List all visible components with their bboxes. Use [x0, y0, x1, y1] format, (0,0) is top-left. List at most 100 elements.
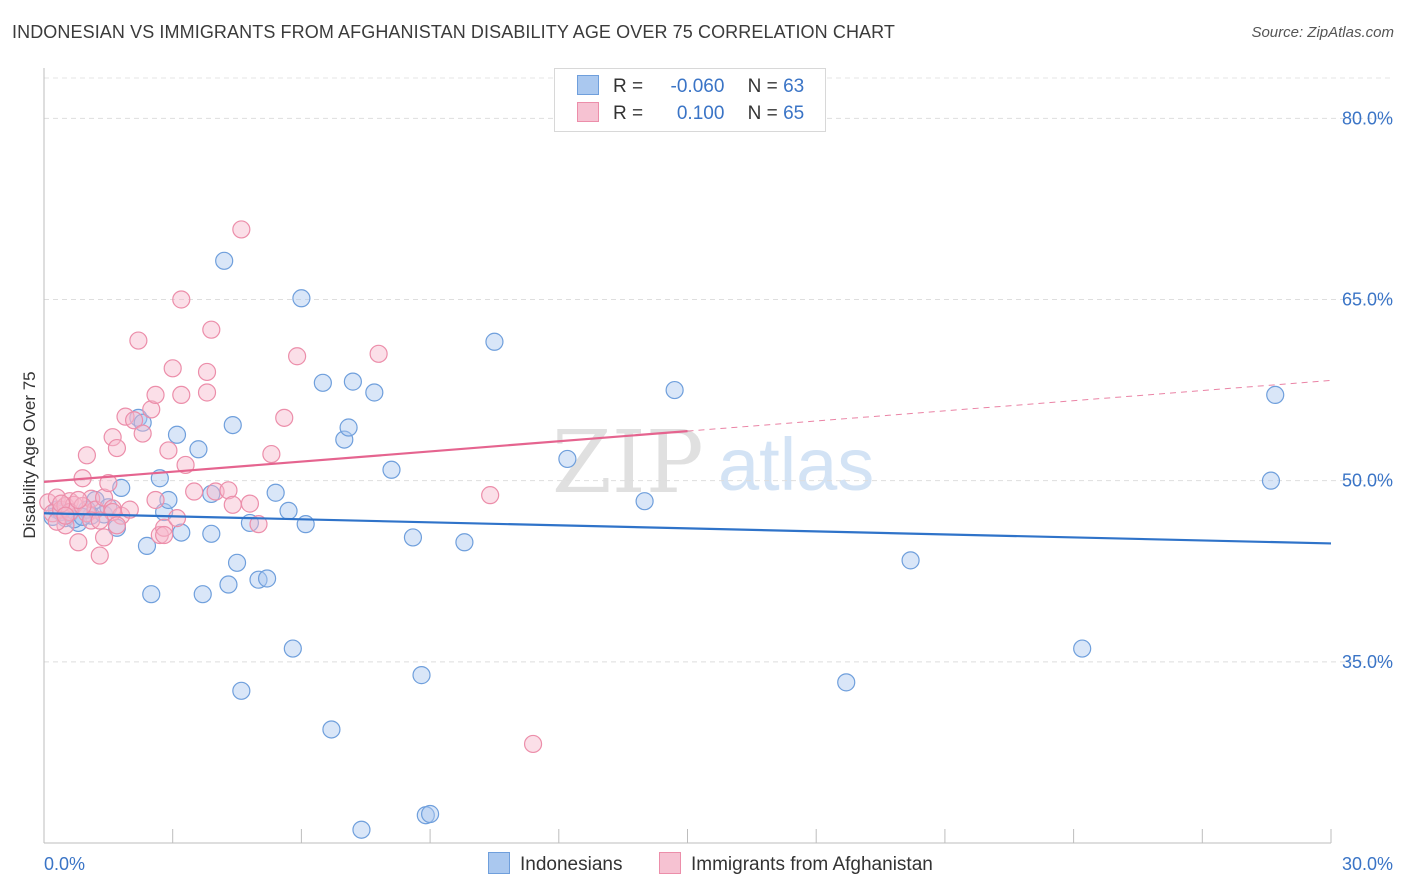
pink-point	[77, 446, 97, 465]
pink-point	[142, 400, 161, 419]
pink-point	[129, 331, 148, 350]
pink-point	[155, 518, 174, 537]
blue-point	[167, 425, 187, 444]
blue-point	[223, 415, 242, 435]
pink-swatch-icon	[659, 852, 681, 874]
pink-point	[197, 383, 217, 402]
pink-point	[167, 508, 187, 528]
pink-trend-line	[43, 430, 688, 483]
blue-point	[159, 490, 178, 510]
pink-point	[90, 546, 109, 565]
blue-point	[339, 418, 358, 437]
pink-point	[240, 494, 260, 513]
chart-title: INDONESIAN VS IMMIGRANTS FROM AFGHANISTA…	[12, 22, 896, 42]
pink-point	[223, 495, 242, 514]
pink-point	[159, 441, 178, 460]
pink-point	[481, 486, 500, 505]
y-tick-label: 35.0%	[1342, 652, 1393, 672]
blue-point	[665, 380, 684, 400]
blue-point	[635, 492, 654, 511]
pink-point	[206, 482, 225, 501]
legend-n-label: N =	[747, 103, 778, 124]
pink-trend-extension	[687, 379, 1332, 432]
blue-swatch-icon	[577, 75, 599, 95]
blue-point	[1266, 385, 1285, 405]
pink-point	[120, 500, 139, 519]
watermark-zip: ZIP	[552, 413, 704, 513]
blue-point	[266, 483, 285, 502]
pink-point	[133, 424, 152, 443]
correlation-legend: R = -0.060 N = 63 R = 0.100 N = 65	[554, 68, 826, 132]
blue-point	[365, 383, 384, 402]
legend-item-indonesians: Indonesians	[488, 852, 622, 876]
pink-point	[275, 408, 294, 427]
blue-point	[335, 430, 354, 449]
pink-point	[163, 359, 182, 378]
watermark-atlas: atlas	[718, 423, 874, 506]
blue-point	[343, 372, 362, 391]
pink-point	[176, 455, 195, 475]
legend-n-value-blue: 63	[783, 76, 805, 97]
pink-point	[369, 344, 388, 363]
blue-point	[202, 524, 221, 543]
pink-point	[56, 506, 75, 525]
x-tick-label-min: 0.0%	[44, 854, 85, 874]
blue-point	[142, 585, 161, 604]
pink-point	[172, 385, 191, 405]
y-tick-label: 65.0%	[1342, 289, 1393, 309]
pink-point	[219, 481, 238, 500]
blue-point	[189, 440, 208, 459]
blue-point	[421, 804, 440, 824]
pink-point	[232, 220, 251, 239]
pink-point	[124, 411, 144, 430]
legend-n-value-pink: 65	[783, 103, 805, 124]
pink-point	[146, 490, 165, 510]
legend-r-label: R =	[613, 76, 644, 97]
blue-point	[137, 536, 157, 555]
blue-point	[193, 585, 212, 604]
blue-point	[352, 820, 371, 839]
blue-point	[485, 332, 504, 351]
blue-point	[837, 673, 856, 692]
pink-point	[69, 533, 88, 552]
pink-swatch-icon	[577, 102, 599, 122]
pink-point	[52, 494, 71, 513]
series-legend: Indonesians Immigrants from Afghanistan	[0, 852, 1406, 878]
y-tick-label: 50.0%	[1342, 471, 1393, 491]
blue-swatch-icon	[488, 852, 510, 874]
legend-r-label: R =	[613, 103, 644, 124]
legend-n-label: N =	[747, 76, 778, 97]
blue-point	[1073, 639, 1092, 658]
legend-row-pink: R = 0.100 N = 65	[577, 102, 804, 126]
legend-label-indonesians: Indonesians	[520, 854, 623, 875]
pink-point	[262, 444, 281, 464]
blue-point	[313, 373, 332, 392]
pink-point	[99, 473, 118, 493]
blue-trend-line	[43, 512, 1332, 545]
pink-point	[249, 515, 268, 534]
legend-item-afghanistan: Immigrants from Afghanistan	[659, 852, 933, 876]
pink-point	[523, 734, 543, 754]
legend-label-afghanistan: Immigrants from Afghanistan	[691, 854, 933, 875]
pink-point	[185, 482, 204, 501]
blue-point	[283, 639, 302, 658]
blue-point	[279, 501, 298, 520]
y-tick-label: 80.0%	[1342, 108, 1393, 128]
blue-point	[292, 289, 311, 308]
blue-point	[219, 575, 238, 594]
blue-point	[257, 569, 277, 588]
pink-point	[155, 525, 174, 545]
blue-point	[215, 251, 234, 270]
pink-point	[197, 362, 217, 382]
x-tick-label-max: 30.0%	[1342, 854, 1393, 874]
blue-point	[1261, 471, 1281, 490]
blue-point	[322, 720, 341, 739]
pink-point	[202, 320, 221, 339]
blue-point	[382, 460, 401, 479]
pink-point	[172, 290, 191, 309]
blue-point	[901, 551, 920, 570]
pink-point	[107, 516, 127, 535]
blue-point	[558, 449, 577, 469]
blue-point	[412, 666, 431, 685]
blue-point	[227, 553, 247, 572]
